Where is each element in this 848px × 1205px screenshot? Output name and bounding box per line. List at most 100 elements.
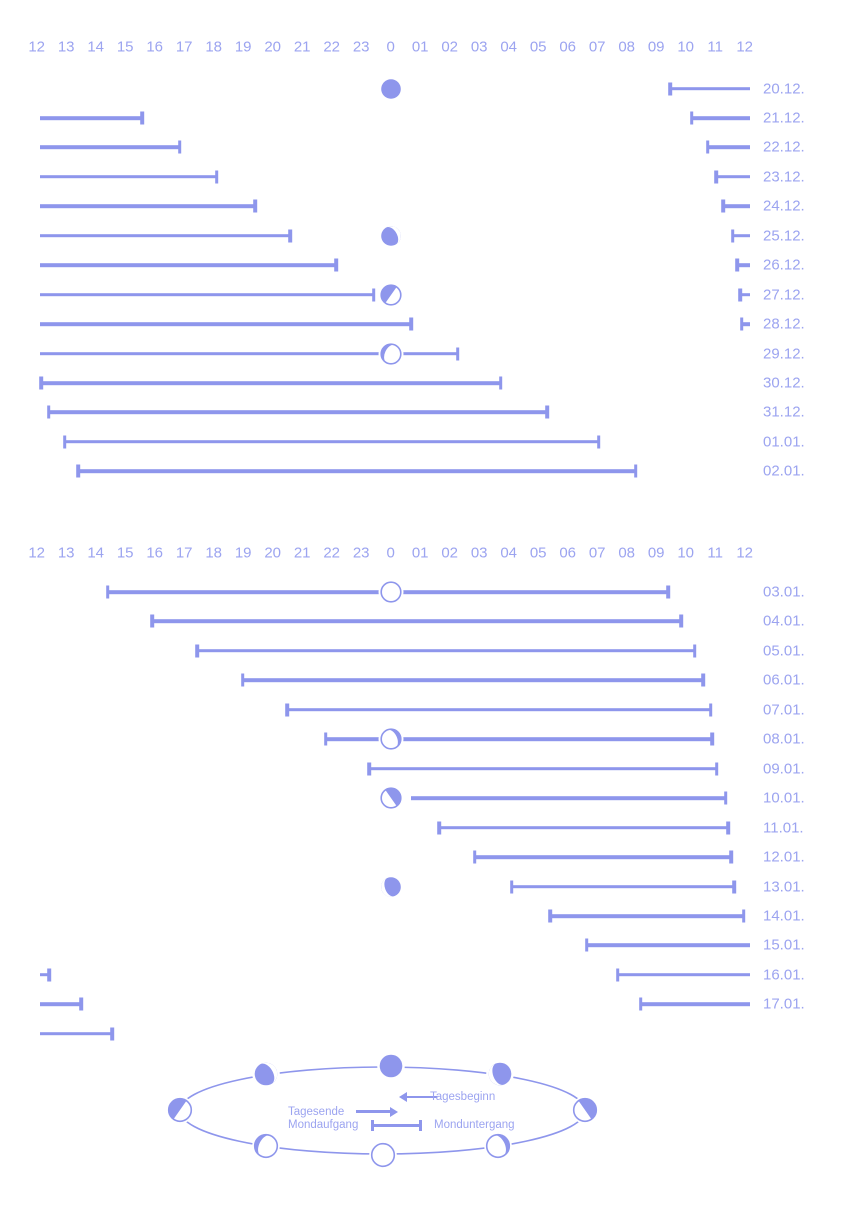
moon-visibility-bar <box>439 825 729 830</box>
moonset-tick <box>409 317 414 331</box>
moonset-tick <box>455 347 460 361</box>
moon-visibility-bar <box>550 914 744 918</box>
day-end-arrow-icon <box>356 1106 398 1117</box>
moonrise-tick <box>738 288 743 302</box>
axis-hour-label: 12 <box>736 544 754 562</box>
date-label: 07.01. <box>763 701 805 719</box>
moon-visibility-bar <box>474 855 732 859</box>
moon-visibility-bar <box>39 973 50 977</box>
date-label: 30.12. <box>763 374 805 392</box>
axis-hour-label: 09 <box>647 544 665 562</box>
moonrise-tick <box>721 199 725 213</box>
axis-hour-label: 19 <box>234 544 252 562</box>
axis-hour-label: 14 <box>87 38 105 56</box>
axis-hour-label: 12 <box>28 38 46 56</box>
axis-hour-label: 20 <box>264 544 282 562</box>
moonset-tick <box>726 821 731 835</box>
moon-phase-icon-full <box>377 579 404 606</box>
moonset-tick <box>692 644 697 658</box>
axis-hour-label: 04 <box>500 38 518 56</box>
axis-hour-label: 22 <box>323 38 341 56</box>
axis-hour-label: 0 <box>386 38 395 56</box>
moon-visibility-bar <box>511 884 735 889</box>
moon-visibility-bar <box>691 116 750 120</box>
moonset-tick <box>110 1027 114 1041</box>
moonset-tick <box>214 170 219 184</box>
date-label: 13.01. <box>763 878 805 895</box>
axis-hour-label: 12 <box>28 544 46 562</box>
moon-visibility-bar <box>39 175 217 179</box>
arrow-head-right <box>390 1106 398 1117</box>
moonrise-tick <box>638 997 643 1011</box>
moonrise-label: Mondaufgang <box>288 1119 359 1131</box>
date-label: 03.01. <box>763 583 805 601</box>
axis-hour-label: 0 <box>386 544 395 562</box>
axis-hour-label: 03 <box>470 38 488 56</box>
date-label: 25.12. <box>763 227 805 245</box>
moon-phase-icon-first-quarter <box>377 281 404 308</box>
moonrise-tick <box>324 732 328 746</box>
moonset-tick <box>288 229 293 243</box>
axis-hour-label: 17 <box>175 544 193 562</box>
moon-visibility-bar <box>586 943 750 948</box>
axis-hour-label: 17 <box>175 38 193 56</box>
moonrise-tick <box>689 111 694 125</box>
moonrise-tick <box>150 614 155 628</box>
axis-hour-label: 05 <box>529 38 547 56</box>
moon-visibility-bar <box>325 737 713 742</box>
moon-visibility-bar <box>732 233 750 238</box>
moon-visibility-bar <box>716 175 750 179</box>
axis-hour-label: 14 <box>87 544 105 562</box>
moonrise-tick <box>735 258 740 272</box>
date-label: 04.01. <box>763 612 805 630</box>
date-label: 10.01. <box>763 789 805 807</box>
day-begin-label: Tagesbeginn <box>430 1091 496 1103</box>
axis-hour-label: 07 <box>588 544 606 562</box>
date-label: 16.01. <box>763 966 805 984</box>
axis-hour-label: 10 <box>677 544 695 562</box>
moonset-tick <box>545 405 549 419</box>
moon-visibility-bar <box>723 204 750 209</box>
moonrise-tick <box>706 140 710 154</box>
axis-hour-label: 19 <box>234 38 252 56</box>
moonset-tick <box>732 880 737 893</box>
date-label: 01.01. <box>763 433 805 451</box>
moon-visibility-bar <box>369 766 717 771</box>
axis-hour-label: 13 <box>57 38 75 56</box>
axis-hour-label: 08 <box>618 38 636 56</box>
moonset-tick <box>596 435 601 449</box>
moon-visibility-bar <box>411 796 726 800</box>
moonrise-tick <box>437 821 442 835</box>
moonset-tick <box>79 997 83 1011</box>
moon-visibility-bar <box>737 263 750 267</box>
date-label: 28.12. <box>763 315 805 333</box>
moon-visibility-bar <box>39 145 180 150</box>
moonrise-tick <box>39 376 43 390</box>
moon-phase-icon-new <box>377 75 404 102</box>
moonset-tick <box>714 762 719 776</box>
moonrise-tick <box>731 229 735 243</box>
moon-visibility-bar <box>152 619 682 624</box>
legend-moon-phase-icon-first-quarter <box>165 1095 195 1125</box>
moonset-tick <box>372 288 376 302</box>
moon-visibility-bar <box>41 381 501 385</box>
day-begin-arrow-icon <box>399 1092 437 1102</box>
axis-hour-label: 11 <box>707 38 723 56</box>
axis-hour-label: 21 <box>293 38 311 56</box>
moonset-tick <box>253 199 257 213</box>
moonset-tick <box>742 909 746 923</box>
moon-visibility-bar <box>617 973 750 977</box>
moon-visibility-bar <box>39 204 255 209</box>
date-label: 31.12. <box>763 403 805 421</box>
date-label: 22.12. <box>763 138 805 156</box>
day-end-label: Tagesende <box>288 1105 345 1118</box>
moon-visibility-bar <box>39 1002 81 1007</box>
date-label: 29.12. <box>763 345 805 363</box>
moonrise-tick <box>76 464 80 478</box>
moonset-tick <box>633 464 638 478</box>
axis-hour-label: 21 <box>293 544 311 562</box>
date-label: 14.01. <box>763 907 805 925</box>
axis-hour-label: 16 <box>146 544 164 562</box>
moonset-tick <box>334 258 338 272</box>
